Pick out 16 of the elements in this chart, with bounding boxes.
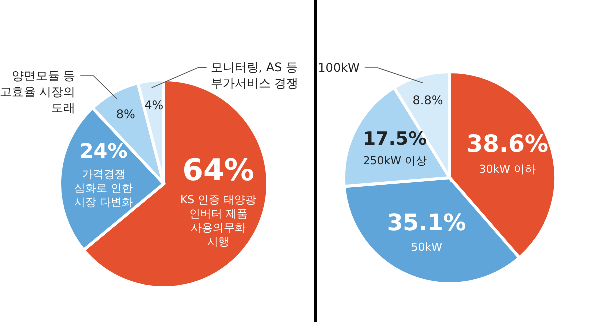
data-label: 17.5% <box>363 128 427 150</box>
slice-label: 100kW <box>318 61 360 75</box>
data-label: 35.1% <box>387 210 467 236</box>
data-label: 24% <box>80 138 128 163</box>
slice-label: KS 인증 태양광 인버터 제품 사용의무화 시행 <box>180 193 257 248</box>
slice-label: 가격경쟁 심화로 인한 시장 다변화 <box>74 168 134 209</box>
slice-label: 30kW 이하 <box>479 163 536 176</box>
data-label: 4% <box>144 98 164 113</box>
data-label: 38.6% <box>466 130 549 158</box>
data-label: 64% <box>182 153 254 188</box>
slice-label: 양면모듈 등 고효율 시장의 도래 <box>0 69 76 115</box>
data-label: 8% <box>116 108 136 122</box>
slice-label: 모니터링, AS 등 부가서비스 경쟁 <box>210 60 299 91</box>
data-label: 8.8% <box>412 94 444 108</box>
slice-label: 50kW <box>411 241 443 254</box>
slice-label: 250kW 이상 <box>363 154 428 168</box>
